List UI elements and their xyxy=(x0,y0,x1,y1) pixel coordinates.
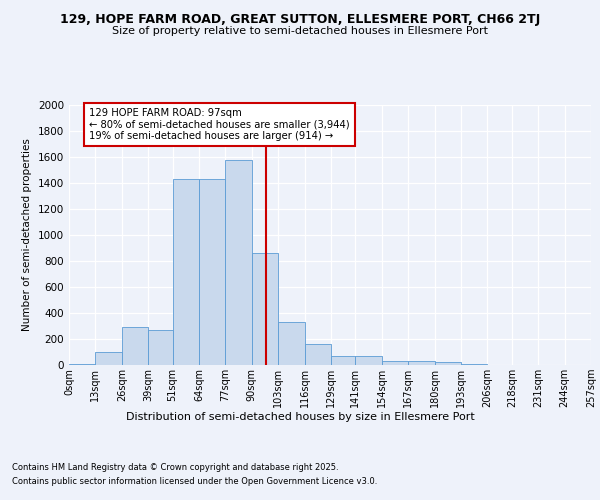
Bar xyxy=(252,253,278,365)
Bar xyxy=(355,356,382,365)
Text: 129, HOPE FARM ROAD, GREAT SUTTON, ELLESMERE PORT, CH66 2TJ: 129, HOPE FARM ROAD, GREAT SUTTON, ELLES… xyxy=(60,12,540,26)
Bar xyxy=(408,361,434,365)
Text: Distribution of semi-detached houses by size in Ellesmere Port: Distribution of semi-detached houses by … xyxy=(125,412,475,422)
Text: Contains public sector information licensed under the Open Government Licence v3: Contains public sector information licen… xyxy=(12,478,377,486)
Bar xyxy=(69,364,95,365)
Y-axis label: Number of semi-detached properties: Number of semi-detached properties xyxy=(22,138,32,332)
Bar xyxy=(173,179,199,365)
Bar xyxy=(199,179,226,365)
Bar xyxy=(331,356,355,365)
Bar xyxy=(434,362,461,365)
Bar xyxy=(122,328,148,365)
Bar xyxy=(148,330,173,365)
Text: Size of property relative to semi-detached houses in Ellesmere Port: Size of property relative to semi-detach… xyxy=(112,26,488,36)
Text: Contains HM Land Registry data © Crown copyright and database right 2025.: Contains HM Land Registry data © Crown c… xyxy=(12,462,338,471)
Bar xyxy=(226,160,252,365)
Bar xyxy=(461,364,487,365)
Bar xyxy=(382,361,408,365)
Bar xyxy=(305,344,331,365)
Bar xyxy=(95,352,122,365)
Text: 129 HOPE FARM ROAD: 97sqm
← 80% of semi-detached houses are smaller (3,944)
19% : 129 HOPE FARM ROAD: 97sqm ← 80% of semi-… xyxy=(89,108,350,141)
Bar xyxy=(278,322,305,365)
